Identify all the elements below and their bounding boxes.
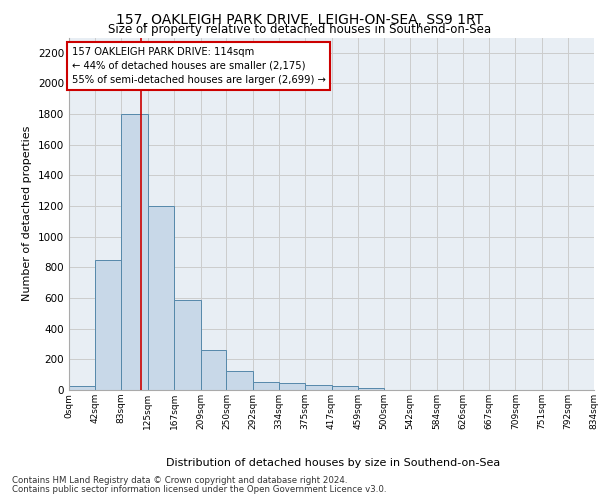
Bar (279, 383, 305, 390)
Text: Contains public sector information licensed under the Open Government Licence v3: Contains public sector information licen… (12, 485, 386, 494)
Bar (174, 300, 200, 390)
Bar (358, 388, 384, 390)
Text: Size of property relative to detached houses in Southend-on-Sea: Size of property relative to detached ho… (109, 22, 491, 36)
Text: Contains HM Land Registry data © Crown copyright and database right 2024.: Contains HM Land Registry data © Crown c… (12, 476, 347, 485)
Bar (95, 260, 121, 390)
Text: 157 OAKLEIGH PARK DRIVE: 114sqm
← 44% of detached houses are smaller (2,175)
55%: 157 OAKLEIGH PARK DRIVE: 114sqm ← 44% of… (71, 46, 325, 84)
Bar (121, 114, 148, 390)
Text: Distribution of detached houses by size in Southend-on-Sea: Distribution of detached houses by size … (166, 458, 500, 468)
Bar (148, 206, 174, 390)
Bar (200, 350, 226, 390)
Bar (226, 371, 253, 390)
Y-axis label: Number of detached properties: Number of detached properties (22, 126, 32, 302)
Bar (253, 382, 279, 390)
Bar (69, 386, 95, 390)
Bar (305, 386, 331, 390)
Bar (331, 386, 358, 390)
Text: 157, OAKLEIGH PARK DRIVE, LEIGH-ON-SEA, SS9 1RT: 157, OAKLEIGH PARK DRIVE, LEIGH-ON-SEA, … (116, 12, 484, 26)
